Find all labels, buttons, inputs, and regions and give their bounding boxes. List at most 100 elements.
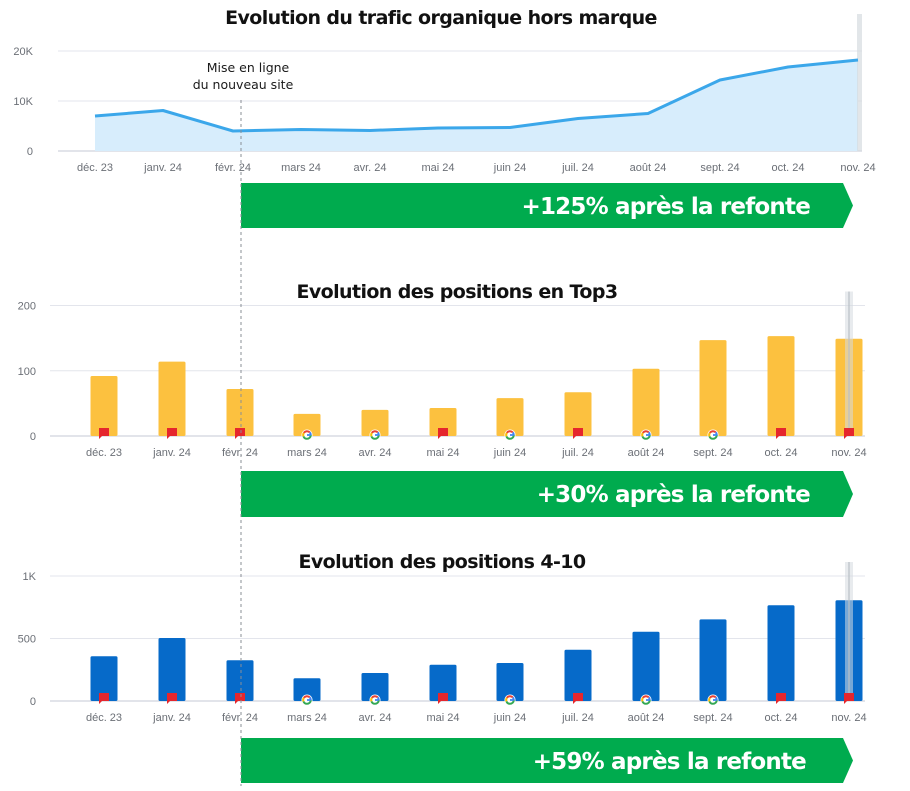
y-tick-label: 100	[18, 366, 36, 378]
x-tick-label: mai 24	[421, 162, 454, 174]
x-tick-label: juin 24	[493, 712, 526, 724]
x-tick-label: juil. 24	[561, 712, 594, 724]
x-tick-label: oct. 24	[764, 447, 797, 459]
bar-0	[90, 656, 118, 701]
x-tick-label: mars 24	[281, 162, 321, 174]
google-icon[interactable]	[301, 429, 313, 441]
flag-icon[interactable]	[99, 428, 109, 439]
google-icon[interactable]	[369, 429, 381, 441]
chart3-x-axis: déc. 23 janv. 24 févr. 24 mars 24 avr. 24 mai…	[86, 712, 867, 724]
google-icon[interactable]	[640, 694, 652, 706]
chart2-bars	[90, 291, 863, 436]
x-tick-label: févr. 24	[222, 712, 258, 724]
growth-banner-traffic: +125% après la refonte	[241, 183, 853, 228]
google-icon[interactable]	[369, 694, 381, 706]
bar-2	[226, 389, 254, 436]
x-tick-label: janv. 24	[152, 447, 191, 459]
bar-8	[632, 631, 660, 701]
x-tick-label: déc. 23	[86, 447, 122, 459]
x-tick-label: août 24	[630, 162, 667, 174]
x-tick-label: juil. 24	[561, 447, 594, 459]
hover-highlight-band	[857, 14, 862, 151]
x-tick-label: oct. 24	[764, 712, 797, 724]
growth-banner-positions-4-10: +59% après la refonte	[241, 738, 853, 783]
x-tick-label: févr. 24	[215, 162, 251, 174]
flag-icon[interactable]	[235, 693, 245, 704]
y-tick-label: 20K	[13, 46, 33, 58]
chart2-x-axis: déc. 23 janv. 24 févr. 24 mars 24 avr. 24 mai…	[86, 447, 867, 459]
bar-7	[564, 392, 592, 436]
x-tick-label: oct. 24	[771, 162, 804, 174]
x-tick-label: mars 24	[287, 447, 327, 459]
flag-icon[interactable]	[776, 693, 786, 704]
bar-9	[699, 619, 727, 701]
y-tick-label: 200	[18, 301, 36, 313]
chart3-event-markers	[99, 693, 854, 706]
x-tick-label: févr. 24	[222, 447, 258, 459]
flag-icon[interactable]	[167, 693, 177, 704]
google-icon[interactable]	[707, 694, 719, 706]
x-tick-label: janv. 24	[152, 712, 191, 724]
flag-icon[interactable]	[844, 693, 854, 704]
flag-icon[interactable]	[438, 693, 448, 704]
chart2-y-axis: 0 100 200	[18, 301, 36, 444]
bar-8	[632, 368, 660, 436]
x-tick-label: août 24	[628, 712, 665, 724]
flag-icon[interactable]	[776, 428, 786, 439]
x-tick-label: sept. 24	[693, 447, 732, 459]
bar-4	[361, 673, 389, 701]
x-tick-label: avr. 24	[353, 162, 386, 174]
banner-text: +125% après la refonte	[522, 194, 811, 220]
x-tick-label: mai 24	[426, 447, 459, 459]
google-icon[interactable]	[504, 694, 516, 706]
annotation-line-1: Mise en ligne	[207, 60, 290, 75]
x-tick-label: mai 24	[426, 712, 459, 724]
chart2-event-markers	[99, 428, 854, 441]
banner-text: +30% après la refonte	[537, 482, 810, 508]
x-tick-label: nov. 24	[831, 447, 866, 459]
chart2-gridlines	[50, 305, 865, 437]
x-tick-label: juin 24	[493, 162, 526, 174]
bar-1	[158, 361, 186, 436]
x-tick-label: août 24	[628, 447, 665, 459]
bar-7	[564, 649, 592, 701]
google-icon[interactable]	[301, 694, 313, 706]
flag-icon[interactable]	[167, 428, 177, 439]
bar-6	[496, 663, 524, 701]
x-tick-label: janv. 24	[143, 162, 182, 174]
x-tick-label: juin 24	[493, 447, 526, 459]
google-icon[interactable]	[640, 429, 652, 441]
flag-icon[interactable]	[573, 428, 583, 439]
bar-5	[429, 407, 457, 436]
area-fill	[95, 60, 858, 151]
chart1-y-axis: 0 10K 20K	[13, 46, 33, 158]
bar-4	[361, 409, 389, 436]
x-tick-label: nov. 24	[831, 712, 866, 724]
chart3-title: Evolution des positions 4-10	[299, 551, 586, 573]
chart1-series	[94, 14, 862, 151]
banner-text: +59% après la refonte	[533, 749, 806, 775]
y-tick-label: 500	[18, 634, 36, 646]
flag-icon[interactable]	[235, 428, 245, 439]
growth-banner-top3: +30% après la refonte	[241, 471, 853, 517]
bar-6	[496, 398, 524, 436]
x-tick-label: nov. 24	[840, 162, 875, 174]
y-tick-label: 0	[30, 431, 36, 443]
bar-10	[767, 336, 795, 436]
flag-icon[interactable]	[438, 428, 448, 439]
flag-icon[interactable]	[844, 428, 854, 439]
chart2-title: Evolution des positions en Top3	[297, 281, 618, 303]
flag-icon[interactable]	[573, 693, 583, 704]
annotation-line-2: du nouveau site	[193, 77, 294, 92]
bar-0	[90, 375, 118, 436]
x-tick-label: sept. 24	[700, 162, 739, 174]
banner-arrow-shape	[241, 738, 853, 783]
flag-icon[interactable]	[99, 693, 109, 704]
google-icon[interactable]	[504, 429, 516, 441]
google-icon[interactable]	[707, 429, 719, 441]
chart3-y-axis: 0 500 1K	[18, 571, 37, 708]
x-tick-label: mars 24	[287, 712, 327, 724]
positions-4-10-chart: 0 500 1K déc. 23 janv. 24 févr. 24 mars 24 avr…	[18, 551, 867, 724]
y-tick-label: 0	[30, 696, 36, 708]
